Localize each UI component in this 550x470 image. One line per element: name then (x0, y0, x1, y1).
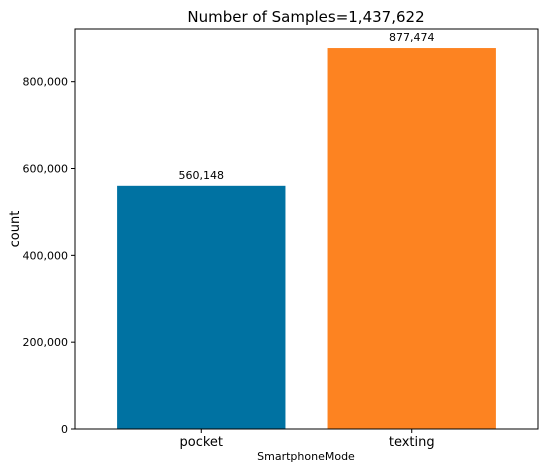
y-tick-label: 800,000 (23, 76, 69, 89)
chart-title: Number of Samples=1,437,622 (187, 8, 424, 26)
x-tick-label-pocket: pocket (180, 435, 224, 450)
data-label-texting: 877,474 (389, 31, 435, 44)
y-axis: 0 200,000 400,000 600,000 800,000 (23, 76, 75, 436)
plot-frame (74, 28, 539, 430)
bar-pocket (117, 185, 286, 429)
x-axis: pocket texting (180, 429, 435, 450)
x-tick-label-texting: texting (389, 435, 435, 450)
y-tick-label: 200,000 (23, 336, 69, 349)
y-tick-label: 600,000 (23, 163, 69, 176)
y-axis-title: count (8, 211, 23, 248)
bars-layer: 560,148 877,474 (117, 31, 496, 430)
x-axis-title: SmartphoneMode (257, 450, 355, 463)
data-label-pocket: 560,148 (179, 169, 225, 182)
y-tick-label: 400,000 (23, 249, 69, 262)
y-tick-label: 0 (61, 423, 68, 436)
bar-texting (327, 48, 496, 430)
